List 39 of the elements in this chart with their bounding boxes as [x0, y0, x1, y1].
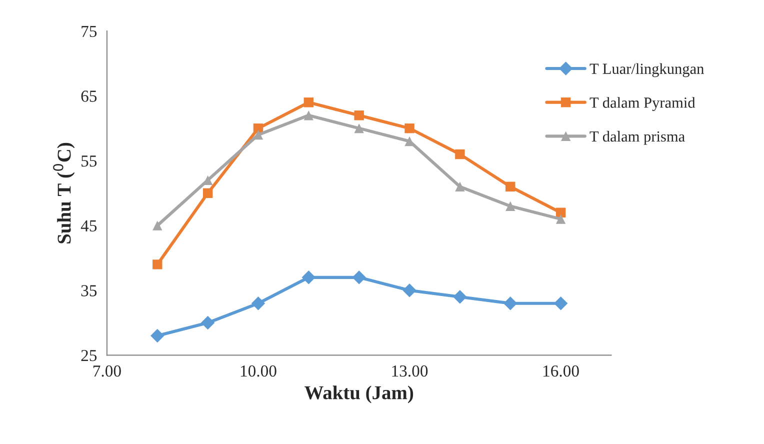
- legend-label: T Luar/lingkungan: [590, 63, 704, 78]
- x-tick-label: 13.00: [392, 365, 428, 377]
- point: [554, 296, 568, 310]
- y-axis-title: Suhu T ($^{0}$C): [53, 142, 75, 244]
- point: [404, 136, 414, 146]
- point: [556, 208, 566, 218]
- point: [304, 110, 314, 120]
- point: [354, 123, 364, 134]
- x-axis-title: Waktu (Jam): [304, 386, 414, 404]
- point: [505, 201, 516, 211]
- point: [152, 260, 162, 270]
- point: [150, 328, 164, 343]
- point: [202, 188, 213, 198]
- point: [152, 220, 162, 230]
- point: [402, 284, 416, 298]
- y-tick-label: 55: [82, 156, 97, 167]
- point: [304, 98, 314, 108]
- point: [404, 123, 414, 134]
- point: [503, 296, 518, 310]
- point: [352, 270, 366, 284]
- legend-label: T dalam prisma: [590, 130, 685, 145]
- point: [455, 149, 465, 160]
- y-tick-label: 25: [81, 350, 97, 362]
- point: [302, 270, 316, 284]
- y-tick-label: 75: [82, 26, 97, 38]
- x-tick-label: 10.00: [240, 365, 276, 377]
- y-tick-label: 65: [81, 90, 97, 102]
- point: [505, 182, 516, 192]
- x-tick-label: 16.00: [543, 365, 579, 377]
- y-tick-label: 35: [81, 285, 97, 296]
- legend-label: T dalam Pyramid: [590, 97, 696, 111]
- point: [455, 182, 465, 192]
- x-tick-label: 7.00: [93, 365, 121, 377]
- point: [251, 296, 266, 310]
- point: [200, 316, 215, 330]
- y-tick-label: 45: [80, 220, 97, 232]
- point: [354, 110, 364, 120]
- point: [453, 290, 467, 304]
- point: [556, 214, 566, 224]
